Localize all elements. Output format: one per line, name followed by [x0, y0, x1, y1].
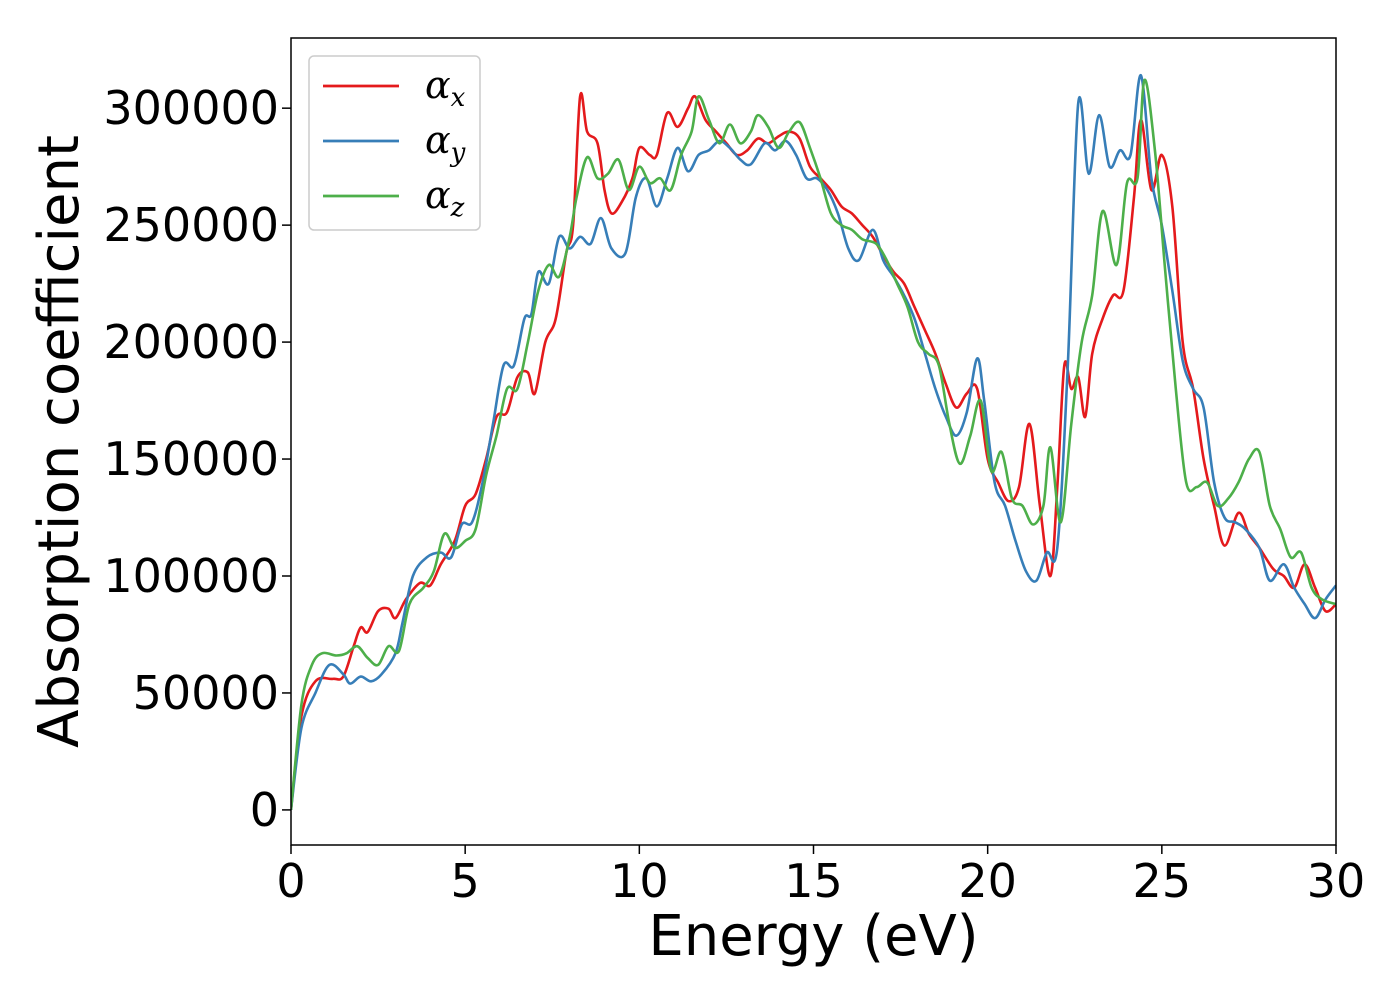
y-tick-label: 300000: [103, 81, 279, 135]
legend-entry-alpha-y: αy: [425, 118, 466, 168]
y-tick-label: 150000: [103, 432, 279, 486]
y-tick-label: 0: [250, 783, 279, 837]
x-axis-label: Energy (eV): [648, 904, 978, 969]
x-tick-label: 30: [1307, 854, 1366, 908]
y-axis-label: Absorption coefficient: [27, 135, 92, 748]
x-tick-label: 25: [1133, 854, 1192, 908]
y-tick-label: 50000: [133, 666, 279, 720]
y-tick-label: 250000: [103, 198, 279, 252]
y-tick-label: 100000: [103, 549, 279, 603]
series-line-alpha-z: [291, 78, 1336, 811]
x-tick-label: 20: [958, 854, 1017, 908]
legend-box: [308, 55, 481, 231]
legend-entry-alpha-z: αz: [425, 173, 465, 223]
y-tick-label: 200000: [103, 315, 279, 369]
series-line-alpha-x: [291, 92, 1336, 811]
x-tick-label: 10: [610, 854, 669, 908]
series-line-alpha-y: [291, 74, 1336, 811]
x-tick-label: 0: [276, 854, 305, 908]
x-tick-label: 5: [451, 854, 480, 908]
x-tick-label: 15: [784, 854, 843, 908]
legend-entry-alpha-x: αx: [425, 63, 466, 113]
